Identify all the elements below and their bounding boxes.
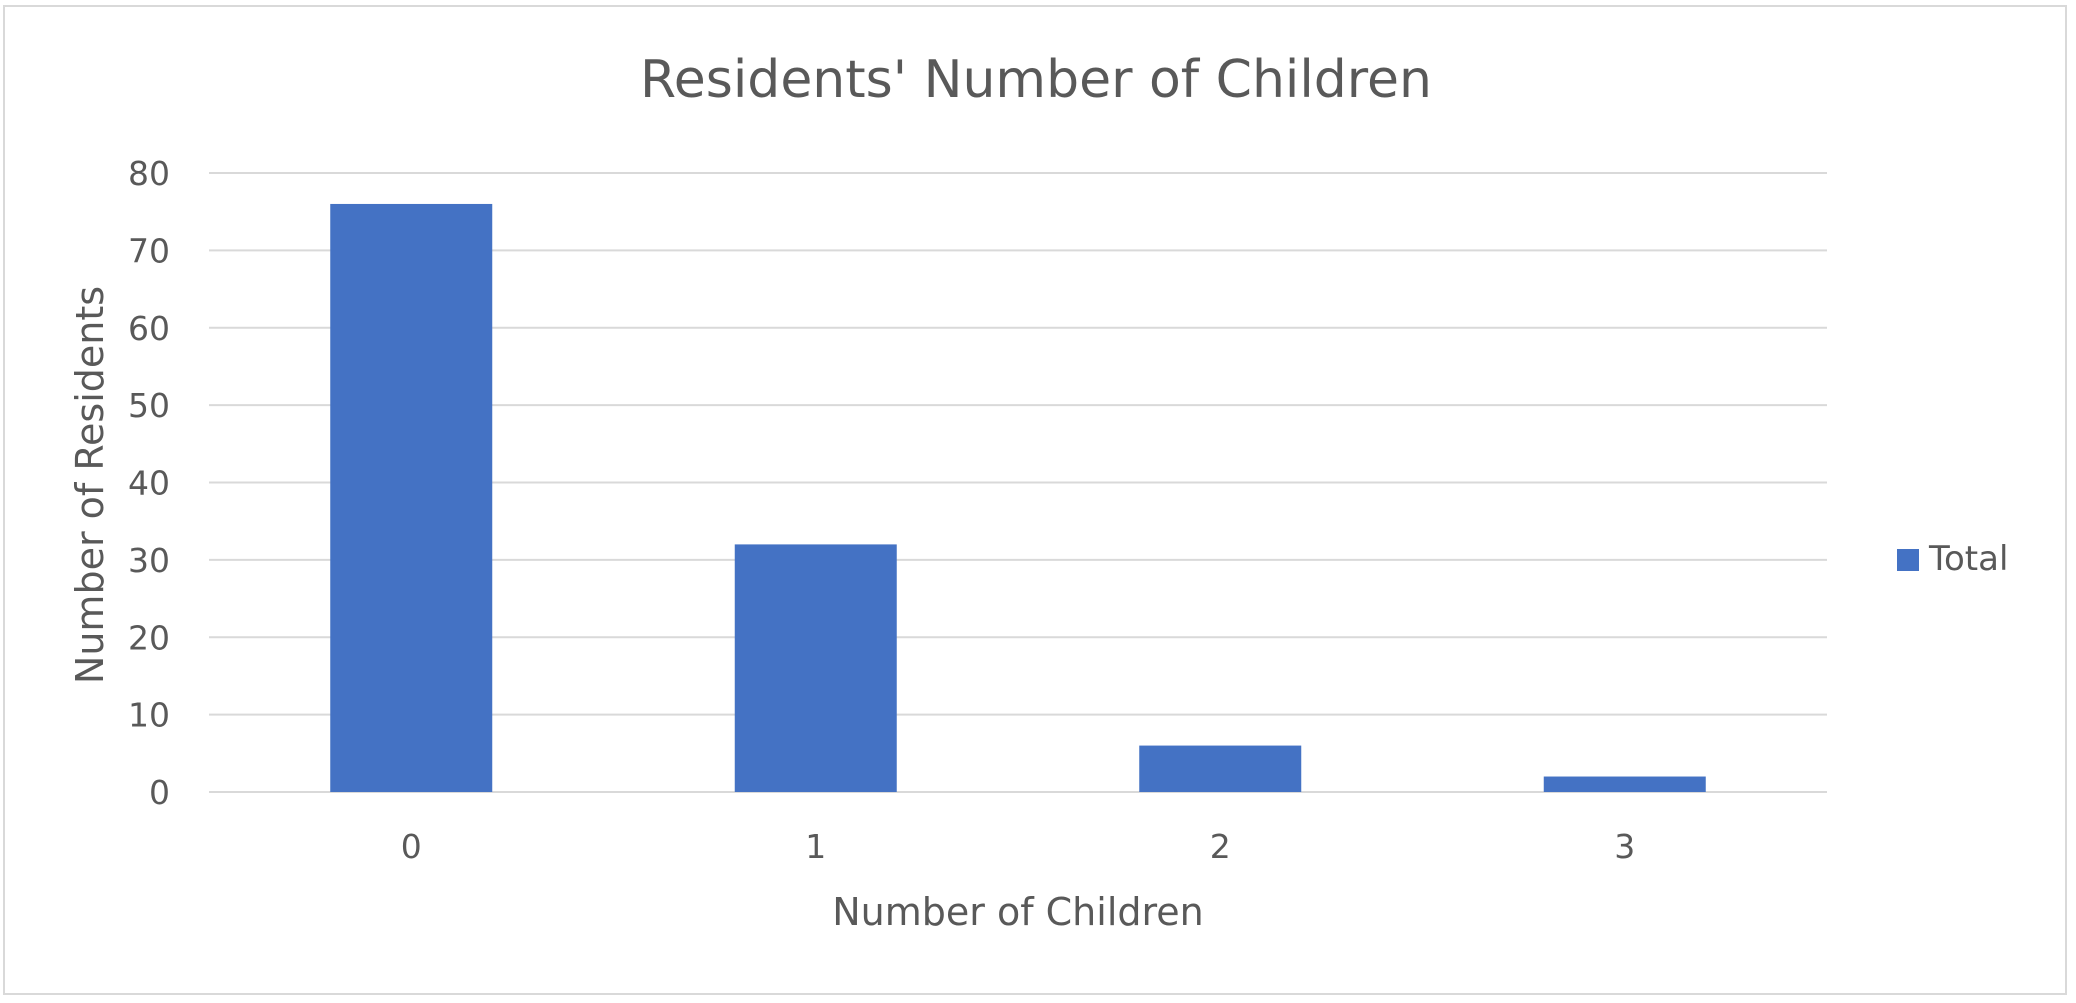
legend: Total (1897, 539, 2008, 579)
bar-0 (330, 203, 493, 792)
bars (330, 203, 1706, 792)
y-tick-label: 10 (128, 696, 170, 735)
y-axis-title: Number of Residents (68, 286, 112, 684)
y-tick-label: 50 (128, 386, 170, 425)
y-tick-label: 0 (149, 773, 170, 812)
x-tick-label: 1 (805, 827, 826, 866)
bar-3 (1543, 776, 1706, 792)
bar-1 (734, 544, 897, 792)
y-tick-label: 30 (128, 541, 170, 580)
y-tick-label: 20 (128, 618, 170, 657)
x-tick-label: 0 (401, 827, 422, 866)
legend-swatch-total (1897, 549, 1919, 571)
x-axis-tick-labels: 0 1 2 3 (401, 827, 1636, 866)
bar-2 (1139, 745, 1302, 792)
x-axis-title: Number of Children (832, 890, 1204, 934)
y-axis-tick-labels: 0 10 20 30 40 50 60 70 80 (128, 154, 170, 812)
y-tick-label: 80 (128, 154, 170, 193)
chart-title: Residents' Number of Children (640, 50, 1432, 110)
y-tick-label: 70 (128, 231, 170, 270)
y-tick-label: 60 (128, 309, 170, 348)
legend-label-total: Total (1928, 539, 2008, 579)
y-tick-label: 40 (128, 464, 170, 503)
x-tick-label: 3 (1614, 827, 1635, 866)
x-tick-label: 2 (1210, 827, 1231, 866)
